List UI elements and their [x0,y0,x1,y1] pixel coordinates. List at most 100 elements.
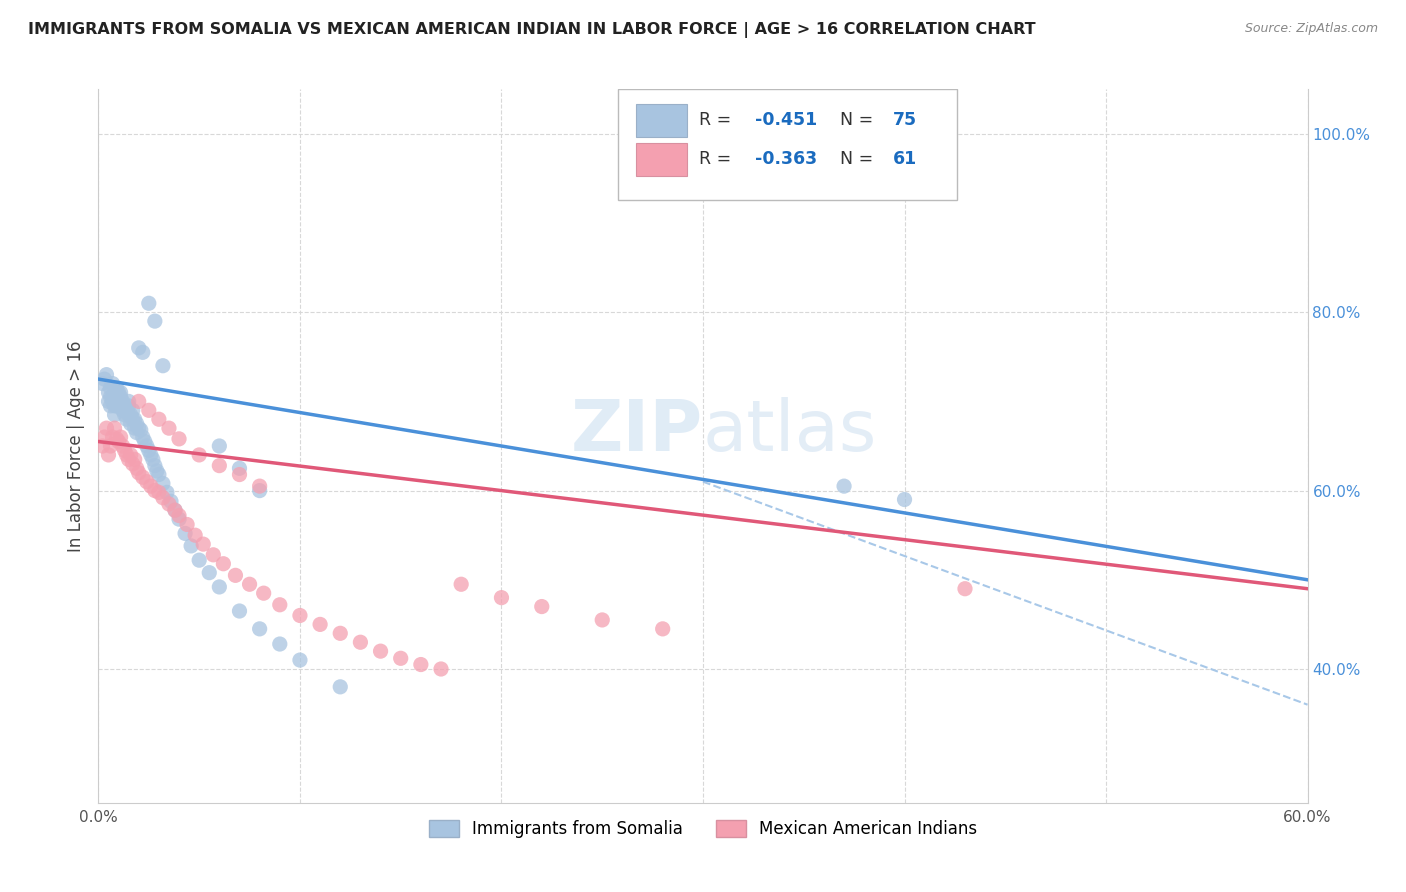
Point [253,586,276,600]
Point [128,421,150,435]
Point [110,399,132,413]
Point [893,492,915,507]
Point [288,608,311,623]
Text: ZIP: ZIP [571,397,703,467]
Point [167,512,190,526]
Point [118,452,141,467]
FancyBboxPatch shape [637,104,688,137]
Point [132,470,155,484]
Point [107,434,129,449]
FancyBboxPatch shape [637,144,688,177]
Point [832,479,855,493]
Point [105,399,128,413]
Point [114,399,136,413]
Point [91,376,114,391]
Point [128,341,150,355]
Point [91,439,114,453]
Point [174,526,197,541]
Text: -0.363: -0.363 [755,150,817,168]
Point [125,417,148,431]
Point [111,403,134,417]
Point [208,580,231,594]
Point [148,412,170,426]
Point [152,476,174,491]
Text: atlas: atlas [703,397,877,467]
Point [111,394,134,409]
Point [409,657,432,672]
Text: N =: N = [839,111,879,128]
Point [107,399,129,413]
Text: N =: N = [839,150,879,168]
Point [269,598,291,612]
Point [132,345,155,359]
Point [105,381,128,395]
Point [249,483,271,498]
Point [224,568,246,582]
Point [134,434,156,449]
Point [228,604,250,618]
Point [208,458,231,473]
Point [120,417,142,431]
Point [103,399,125,413]
Point [121,457,143,471]
Point [288,653,311,667]
Point [107,394,129,409]
Point [249,479,271,493]
Point [591,613,613,627]
Point [143,483,166,498]
Text: R =: R = [699,111,737,128]
Point [110,430,132,444]
Point [107,385,129,400]
Point [167,432,190,446]
Point [329,680,352,694]
Point [530,599,553,614]
Point [143,458,166,473]
Point [125,461,148,475]
Point [124,421,146,435]
Point [269,637,291,651]
Point [115,412,138,426]
Point [114,443,136,458]
Point [142,452,165,467]
Point [100,439,122,453]
Legend: Immigrants from Somalia, Mexican American Indians: Immigrants from Somalia, Mexican America… [422,813,984,845]
Point [121,403,143,417]
Point [105,394,128,409]
Point [202,548,225,562]
Point [114,408,136,422]
Point [124,412,146,426]
Point [212,557,235,571]
Point [125,425,148,440]
Point [430,662,453,676]
Point [139,448,162,462]
Point [228,467,250,482]
Point [953,582,976,596]
Point [101,376,124,391]
Point [239,577,262,591]
Point [120,448,142,462]
Point [128,466,150,480]
Point [167,508,190,523]
Point [103,385,125,400]
Point [163,503,186,517]
Point [132,430,155,444]
Point [103,421,125,435]
Point [188,448,211,462]
Point [389,651,412,665]
Point [329,626,352,640]
Point [491,591,513,605]
Point [156,485,179,500]
Text: 61: 61 [893,150,917,168]
Point [129,423,152,437]
Point [100,399,122,413]
Point [101,430,124,444]
Point [97,394,120,409]
Point [96,368,118,382]
Point [135,439,157,453]
Point [120,408,142,422]
Point [228,461,250,475]
Point [110,385,132,400]
Point [193,537,215,551]
Point [100,381,122,395]
Y-axis label: In Labor Force | Age > 16: In Labor Force | Age > 16 [66,340,84,552]
